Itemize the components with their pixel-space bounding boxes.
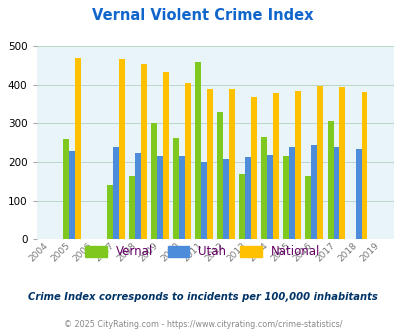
Bar: [135, 153, 141, 239]
Bar: [185, 83, 191, 239]
Bar: [75, 58, 81, 239]
Bar: [107, 185, 113, 239]
Bar: [173, 138, 179, 239]
Bar: [141, 64, 147, 239]
Bar: [179, 156, 185, 239]
Bar: [163, 73, 168, 239]
Bar: [129, 176, 135, 239]
Bar: [360, 92, 367, 239]
Bar: [195, 62, 201, 239]
Bar: [273, 93, 279, 239]
Bar: [294, 91, 301, 239]
Bar: [355, 149, 360, 239]
Bar: [311, 145, 317, 239]
Bar: [239, 174, 245, 239]
Bar: [201, 162, 207, 239]
Text: Crime Index corresponds to incidents per 100,000 inhabitants: Crime Index corresponds to incidents per…: [28, 292, 377, 302]
Bar: [289, 148, 294, 239]
Bar: [339, 87, 345, 239]
Bar: [266, 155, 273, 239]
Bar: [223, 159, 228, 239]
Legend: Vernal, Utah, National: Vernal, Utah, National: [81, 241, 324, 263]
Bar: [317, 86, 322, 239]
Bar: [113, 148, 119, 239]
Bar: [151, 123, 157, 239]
Bar: [207, 89, 213, 239]
Bar: [63, 139, 69, 239]
Text: Vernal Violent Crime Index: Vernal Violent Crime Index: [92, 8, 313, 23]
Bar: [283, 156, 289, 239]
Bar: [327, 121, 333, 239]
Bar: [217, 112, 223, 239]
Bar: [261, 137, 266, 239]
Bar: [333, 147, 339, 239]
Bar: [245, 157, 251, 239]
Bar: [69, 151, 75, 239]
Bar: [251, 97, 256, 239]
Bar: [228, 89, 234, 239]
Bar: [119, 59, 125, 239]
Bar: [157, 156, 163, 239]
Bar: [305, 176, 311, 239]
Text: © 2025 CityRating.com - https://www.cityrating.com/crime-statistics/: © 2025 CityRating.com - https://www.city…: [64, 320, 341, 329]
